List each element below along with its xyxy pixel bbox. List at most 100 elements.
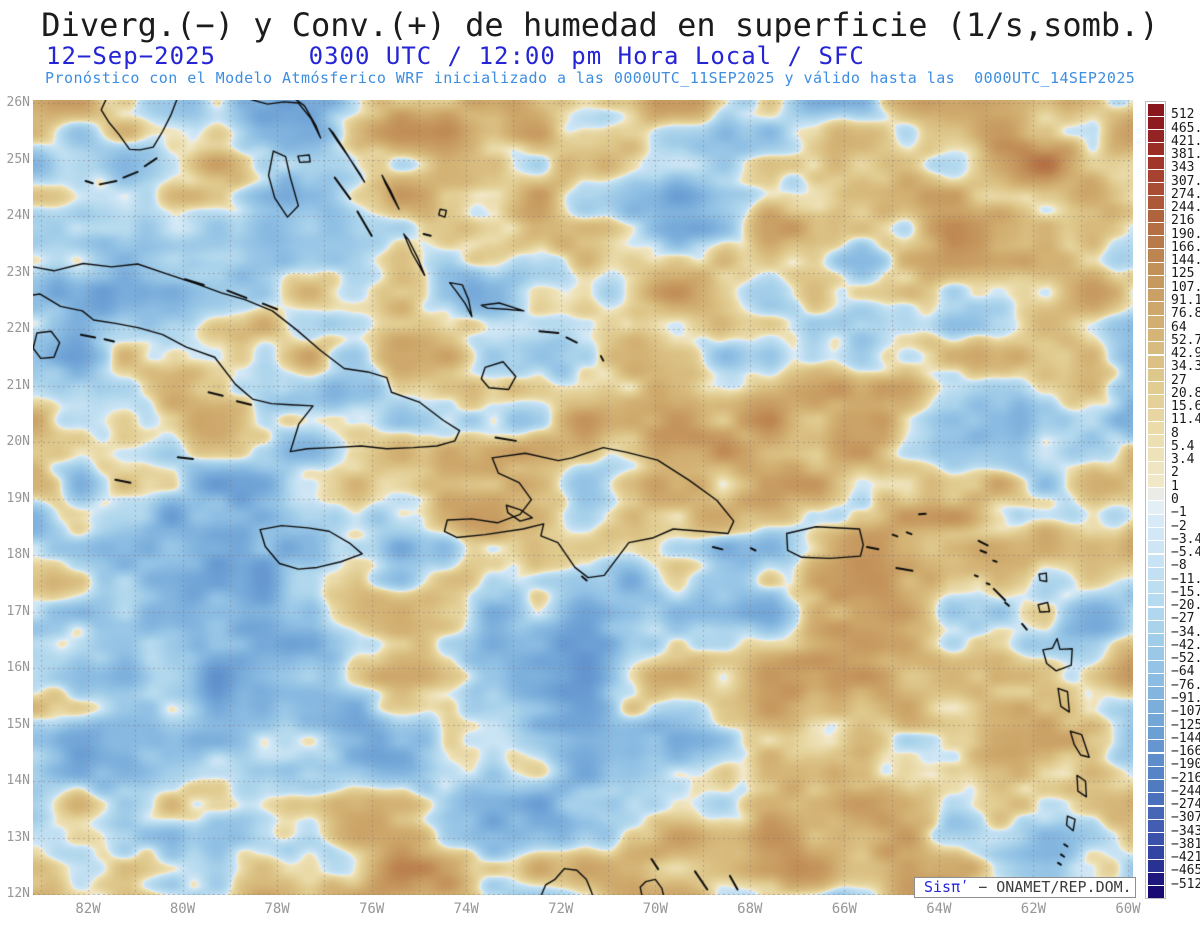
colorbar-swatch xyxy=(1148,421,1164,435)
lat-axis-label: 19N xyxy=(6,490,30,506)
lat-axis-label: 12N xyxy=(6,886,30,901)
colorbar-swatch xyxy=(1148,342,1164,355)
colorbar-tick-label: −11.4 xyxy=(1171,571,1200,587)
colorbar-swatch xyxy=(1148,833,1164,846)
colorbar-tick-label: −244 xyxy=(1171,783,1200,799)
colorbar-swatch xyxy=(1148,819,1164,833)
lon-axis-label: 80W xyxy=(169,901,196,917)
colorbar-swatch xyxy=(1148,395,1164,408)
lon-axis-label: 72W xyxy=(548,901,574,917)
colorbar-swatch xyxy=(1148,673,1164,687)
colorbar-tick-label: 421.9 xyxy=(1171,133,1200,149)
colorbar-swatch xyxy=(1148,209,1164,222)
colorbar-tick-label: −512 xyxy=(1171,876,1200,892)
colorbar-swatch xyxy=(1148,169,1164,182)
colorbar-tick-label: −421 xyxy=(1171,850,1200,866)
colorbar-swatch xyxy=(1148,355,1164,368)
colorbar-swatch xyxy=(1148,554,1164,567)
lat-axis-label: 23N xyxy=(6,264,30,280)
colorbar-swatch xyxy=(1148,368,1164,381)
colorbar-tick-label: 381.1 xyxy=(1171,147,1200,163)
colorbar-tick-label: 274.6 xyxy=(1171,186,1200,202)
watermark-org: − ONAMET/REP.DOM. xyxy=(969,878,1132,896)
colorbar-swatch xyxy=(1148,620,1164,634)
colorbar-tick-label: −20.8 xyxy=(1171,598,1200,614)
lat-axis-label: 24N xyxy=(6,208,30,223)
lat-axis-label: 20N xyxy=(6,434,30,449)
colorbar-tick-label: 125 xyxy=(1171,266,1195,282)
colorbar-swatch xyxy=(1148,581,1164,594)
colorbar-tick-label: 0 xyxy=(1171,491,1179,507)
colorbar-tick-label: 8 xyxy=(1171,425,1179,441)
colorbar-swatch xyxy=(1148,793,1164,806)
colorbar-tick-label: 2 xyxy=(1171,465,1179,481)
lon-axis-label: 78W xyxy=(264,901,290,917)
colorbar-swatch xyxy=(1148,116,1164,129)
colorbar-swatch xyxy=(1148,382,1164,395)
colorbar-swatch xyxy=(1148,435,1164,448)
colorbar-swatch xyxy=(1148,302,1164,315)
colorbar-tick-label: −216 xyxy=(1171,770,1200,786)
colorbar-swatch xyxy=(1148,408,1164,421)
colorbar-tick-label: 512 xyxy=(1171,107,1195,123)
colorbar-swatch xyxy=(1148,103,1164,116)
colorbar-swatch xyxy=(1148,594,1164,607)
colorbar-tick-label: −1 xyxy=(1171,505,1187,521)
colorbar-swatch xyxy=(1148,541,1164,554)
colorbar-tick-label: 244.1 xyxy=(1171,200,1200,216)
colorbar-swatch xyxy=(1148,753,1164,766)
colorbar-swatch xyxy=(1148,236,1164,249)
colorbar-swatch xyxy=(1148,872,1164,886)
colorbar-tick-label: −52.7 xyxy=(1171,651,1200,667)
colorbar-swatch xyxy=(1148,262,1164,275)
colorbar-swatch xyxy=(1148,289,1164,302)
colorbar-tick-label: −144 xyxy=(1171,730,1200,746)
datetime-line: 12−Sep−2025 0300 UTC / 12:00 pm Hora Loc… xyxy=(46,42,865,70)
colorbar-swatch xyxy=(1148,474,1164,488)
colorbar-tick-label: 27 xyxy=(1171,372,1187,388)
colorbar-tick-label: −343 xyxy=(1171,823,1200,839)
lat-axis-label: 15N xyxy=(6,716,30,732)
colorbar-tick-label: −307 xyxy=(1171,810,1200,826)
forecast-line: Pronóstico con el Modelo Atmósferico WRF… xyxy=(45,69,1136,87)
lon-axis-label: 74W xyxy=(453,901,479,917)
colorbar-tick-label: −64 xyxy=(1171,664,1195,680)
lon-axis-label: 82W xyxy=(75,901,101,917)
colorbar xyxy=(1145,101,1166,899)
lon-axis-label: 68W xyxy=(737,901,763,917)
colorbar-swatch xyxy=(1148,567,1164,580)
colorbar-swatch xyxy=(1148,461,1164,474)
colorbar-tick-label: −5.4 xyxy=(1171,545,1200,561)
colorbar-tick-label: 76.8 xyxy=(1171,306,1200,322)
colorbar-tick-label: −2 xyxy=(1171,518,1187,534)
colorbar-swatch xyxy=(1148,780,1164,793)
colorbar-tick-label: 216 xyxy=(1171,213,1195,229)
colorbar-tick-label: 307.5 xyxy=(1171,173,1200,189)
lon-axis-label: 76W xyxy=(358,901,385,917)
colorbar-tick-label: −274 xyxy=(1171,797,1200,813)
lon-axis-label: 62W xyxy=(1020,901,1047,917)
colorbar-tick-label: 144.7 xyxy=(1171,253,1200,269)
colorbar-swatch xyxy=(1148,249,1164,262)
page-title: Diverg.(−) y Conv.(+) de humedad en supe… xyxy=(41,6,1159,44)
colorbar-tick-label: 64 xyxy=(1171,319,1187,335)
watermark-brand: Sisπʹ xyxy=(924,878,970,896)
colorbar-swatch xyxy=(1148,886,1164,899)
colorbar-tick-label: 42.9 xyxy=(1171,346,1200,362)
colorbar-tick-label: 3.4 xyxy=(1171,452,1195,468)
lat-axis-label: 16N xyxy=(6,660,30,675)
colorbar-tick-label: 15.6 xyxy=(1171,399,1200,415)
colorbar-tick-label: 107.2 xyxy=(1171,279,1200,295)
colorbar-tick-label: −8 xyxy=(1171,558,1187,574)
colorbar-swatch xyxy=(1148,143,1164,156)
colorbar-tick-label: −107 xyxy=(1171,704,1200,720)
lon-axis-label: 60W xyxy=(1115,901,1141,917)
colorbar-tick-label: −91.1 xyxy=(1171,690,1200,706)
colorbar-tick-label: −166 xyxy=(1171,744,1200,760)
watermark-org-text: − ONAMET/REP.DOM. xyxy=(978,878,1132,896)
lat-axis-label: 17N xyxy=(6,603,30,619)
colorbar-tick-label: −76.8 xyxy=(1171,677,1200,693)
colorbar-tick-label: 343 xyxy=(1171,160,1195,176)
colorbar-tick-label: −15.6 xyxy=(1171,584,1200,600)
colorbar-tick-label: 34.3 xyxy=(1171,359,1200,375)
